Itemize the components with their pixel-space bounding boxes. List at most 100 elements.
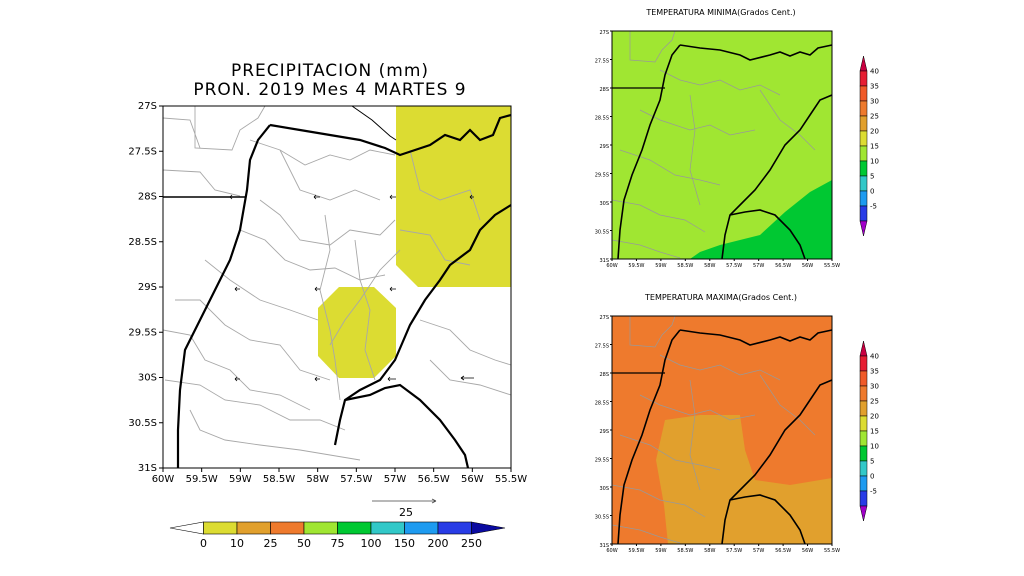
min-temp-latitude-axis: 27S 27.5S 28S 28.5S 29S 29.5S 30S 30.5S 31S [595, 30, 612, 264]
max-temp-rivers [617, 329, 833, 545]
precip-colorbar-label: 25 [264, 537, 278, 550]
precip-colorbar-segment [471, 521, 506, 535]
max-temp-lon-label: 55.5W [824, 548, 840, 554]
max-temp-lat-label: 31S [599, 543, 609, 549]
temp-colorbar-label: 0 [870, 188, 874, 196]
precip-colorbar-label: 250 [461, 537, 482, 550]
precip-lon-label: 58W [306, 474, 329, 485]
max-temp-lon-label: 57.5W [726, 548, 742, 554]
precip-colorbar-segment [270, 521, 305, 535]
precip-colorbar: 0 10 25 50 75 100 150 200 250 [169, 521, 506, 550]
river-borders [176, 113, 512, 469]
min-temp-lat-label: 27S [599, 30, 609, 36]
precip-colorbar-segment [203, 521, 238, 535]
max-temp-lat-label: 28S [599, 372, 609, 378]
temp-colorbar-segment [859, 70, 868, 87]
precip-lon-label: 57.5W [340, 474, 372, 485]
temp-colorbar-label: 40 [870, 68, 879, 76]
min-temp-lat-label: 29S [599, 144, 609, 150]
max-temp-lat-label: 27S [599, 315, 609, 321]
precip-lon-label: 60W [152, 474, 175, 485]
temp-colorbar-segment [859, 415, 868, 432]
min-temp-title: TEMPERATURA MINIMA(Grados Cent.) [645, 8, 795, 17]
precip-colorbar-segment [337, 521, 372, 535]
precip-lat-label: 31S [138, 463, 157, 474]
vector-scale-label: 25 [399, 506, 413, 519]
max-temp-lat-label: 27.5S [595, 344, 609, 350]
precip-title-line1: PRECIPITACION (mm) [231, 61, 429, 81]
precip-area-10-25-northeast [396, 106, 511, 287]
temp-colorbar-segment [859, 220, 868, 237]
max-temp-lon-label: 60W [606, 548, 617, 554]
temp-colorbar-segment [859, 460, 868, 477]
max-temp-map: TEMPERATURA MAXIMA(Grados Cent.) 27S 27.5… [595, 293, 840, 554]
max-temp-lon-label: 57W [753, 548, 764, 554]
precip-lat-label: 29S [138, 282, 157, 293]
temp-colorbar-segment [859, 505, 868, 522]
temp-colorbar-segment [859, 100, 868, 117]
precip-lat-label: 27.5S [128, 146, 157, 157]
temp-colorbar-label: 20 [870, 413, 879, 421]
max-temp-lat-label: 30.5S [595, 515, 609, 521]
min-temp-lat-label: 29.5S [595, 173, 609, 179]
max-temp-lon-label: 56W [802, 548, 813, 554]
precip-lon-label: 59.5W [186, 474, 218, 485]
precip-colorbar-segment [437, 521, 472, 535]
temp-colorbar-segment [859, 430, 868, 447]
precip-lon-label: 58.5W [263, 474, 295, 485]
wind-vectors [229, 194, 474, 382]
min-temp-lon-label: 59W [655, 263, 666, 269]
temp-colorbar-segment [859, 130, 868, 147]
precip-lon-label: 55.5W [495, 474, 527, 485]
precip-lat-label: 27S [138, 101, 157, 112]
min-temp-lat-label: 28S [599, 87, 609, 93]
max-temp-cooler-zone [656, 415, 832, 544]
temp-colorbar-label: 40 [870, 353, 879, 361]
min-temp-lon-label: 59.5W [628, 263, 644, 269]
max-temp-latitude-axis: 27S 27.5S 28S 28.5S 29S 29.5S 30S 30.5S 31S [595, 315, 612, 549]
precip-colorbar-label: 200 [428, 537, 449, 550]
precip-colorbar-label: 100 [361, 537, 382, 550]
min-temp-lat-label: 27.5S [595, 59, 609, 65]
precip-colorbar-label: 50 [297, 537, 311, 550]
temp-colorbar-label: 35 [870, 368, 879, 376]
precip-colorbar-label: 75 [331, 537, 345, 550]
temp-colorbar-label: 30 [870, 383, 879, 391]
min-temp-lon-label: 60W [606, 263, 617, 269]
min-temp-lon-label: 58W [704, 263, 715, 269]
precip-lon-label: 57W [384, 474, 407, 485]
max-temp-lon-label: 58.5W [677, 548, 693, 554]
min-temp-colorbar: 40 35 30 25 20 15 10 5 0 -5 [859, 55, 879, 237]
precipitation-map: PRECIPITACION (mm) PRON. 2019 Mes 4 MART… [128, 61, 527, 550]
precip-colorbar-label: 0 [200, 537, 207, 550]
min-temp-lon-label: 56.5W [775, 263, 791, 269]
precip-colorbar-segment [303, 521, 338, 535]
max-temp-title: TEMPERATURA MAXIMA(Grados Cent.) [644, 293, 797, 302]
min-temp-rivers [617, 44, 833, 260]
department-boundaries [162, 105, 512, 461]
precip-colorbar-segment [169, 521, 204, 535]
max-temp-lat-label: 30S [599, 486, 609, 492]
min-temp-map: TEMPERATURA MINIMA(Grados Cent.) 27S 27.5… [595, 8, 840, 269]
temp-colorbar-segment [859, 385, 868, 402]
temp-colorbar-label: 35 [870, 83, 879, 91]
temp-colorbar-label: 5 [870, 173, 874, 181]
precip-latitude-axis: 27S 27.5S 28S 28.5S 29S 29.5S 30S 30.5S 31S [128, 101, 163, 474]
temp-colorbar-label: 15 [870, 143, 879, 151]
temp-colorbar-segment [859, 175, 868, 192]
max-temp-boundaries [611, 315, 816, 544]
precip-longitude-axis: 60W 59.5W 59W 58.5W 58W 57.5W 57W 56.5W 56W 55.5W [152, 468, 527, 485]
min-temp-lon-label: 56W [802, 263, 813, 269]
min-temp-lon-label: 58.5W [677, 263, 693, 269]
precip-colorbar-label: 10 [230, 537, 244, 550]
precip-lat-label: 30.5S [128, 418, 157, 429]
temp-colorbar-segment [859, 205, 868, 222]
temp-colorbar-segment [859, 340, 868, 357]
temp-colorbar-label: 10 [870, 443, 879, 451]
min-temp-lon-label: 57.5W [726, 263, 742, 269]
min-temp-longitude-axis: 60W 59.5W 59W 58.5W 58W 57.5W 57W 56.5W 56W 55.5W [606, 259, 840, 269]
min-temp-lat-label: 28.5S [595, 116, 609, 122]
precip-area-10-25-center [318, 287, 396, 378]
temp-colorbar-label: 15 [870, 428, 879, 436]
